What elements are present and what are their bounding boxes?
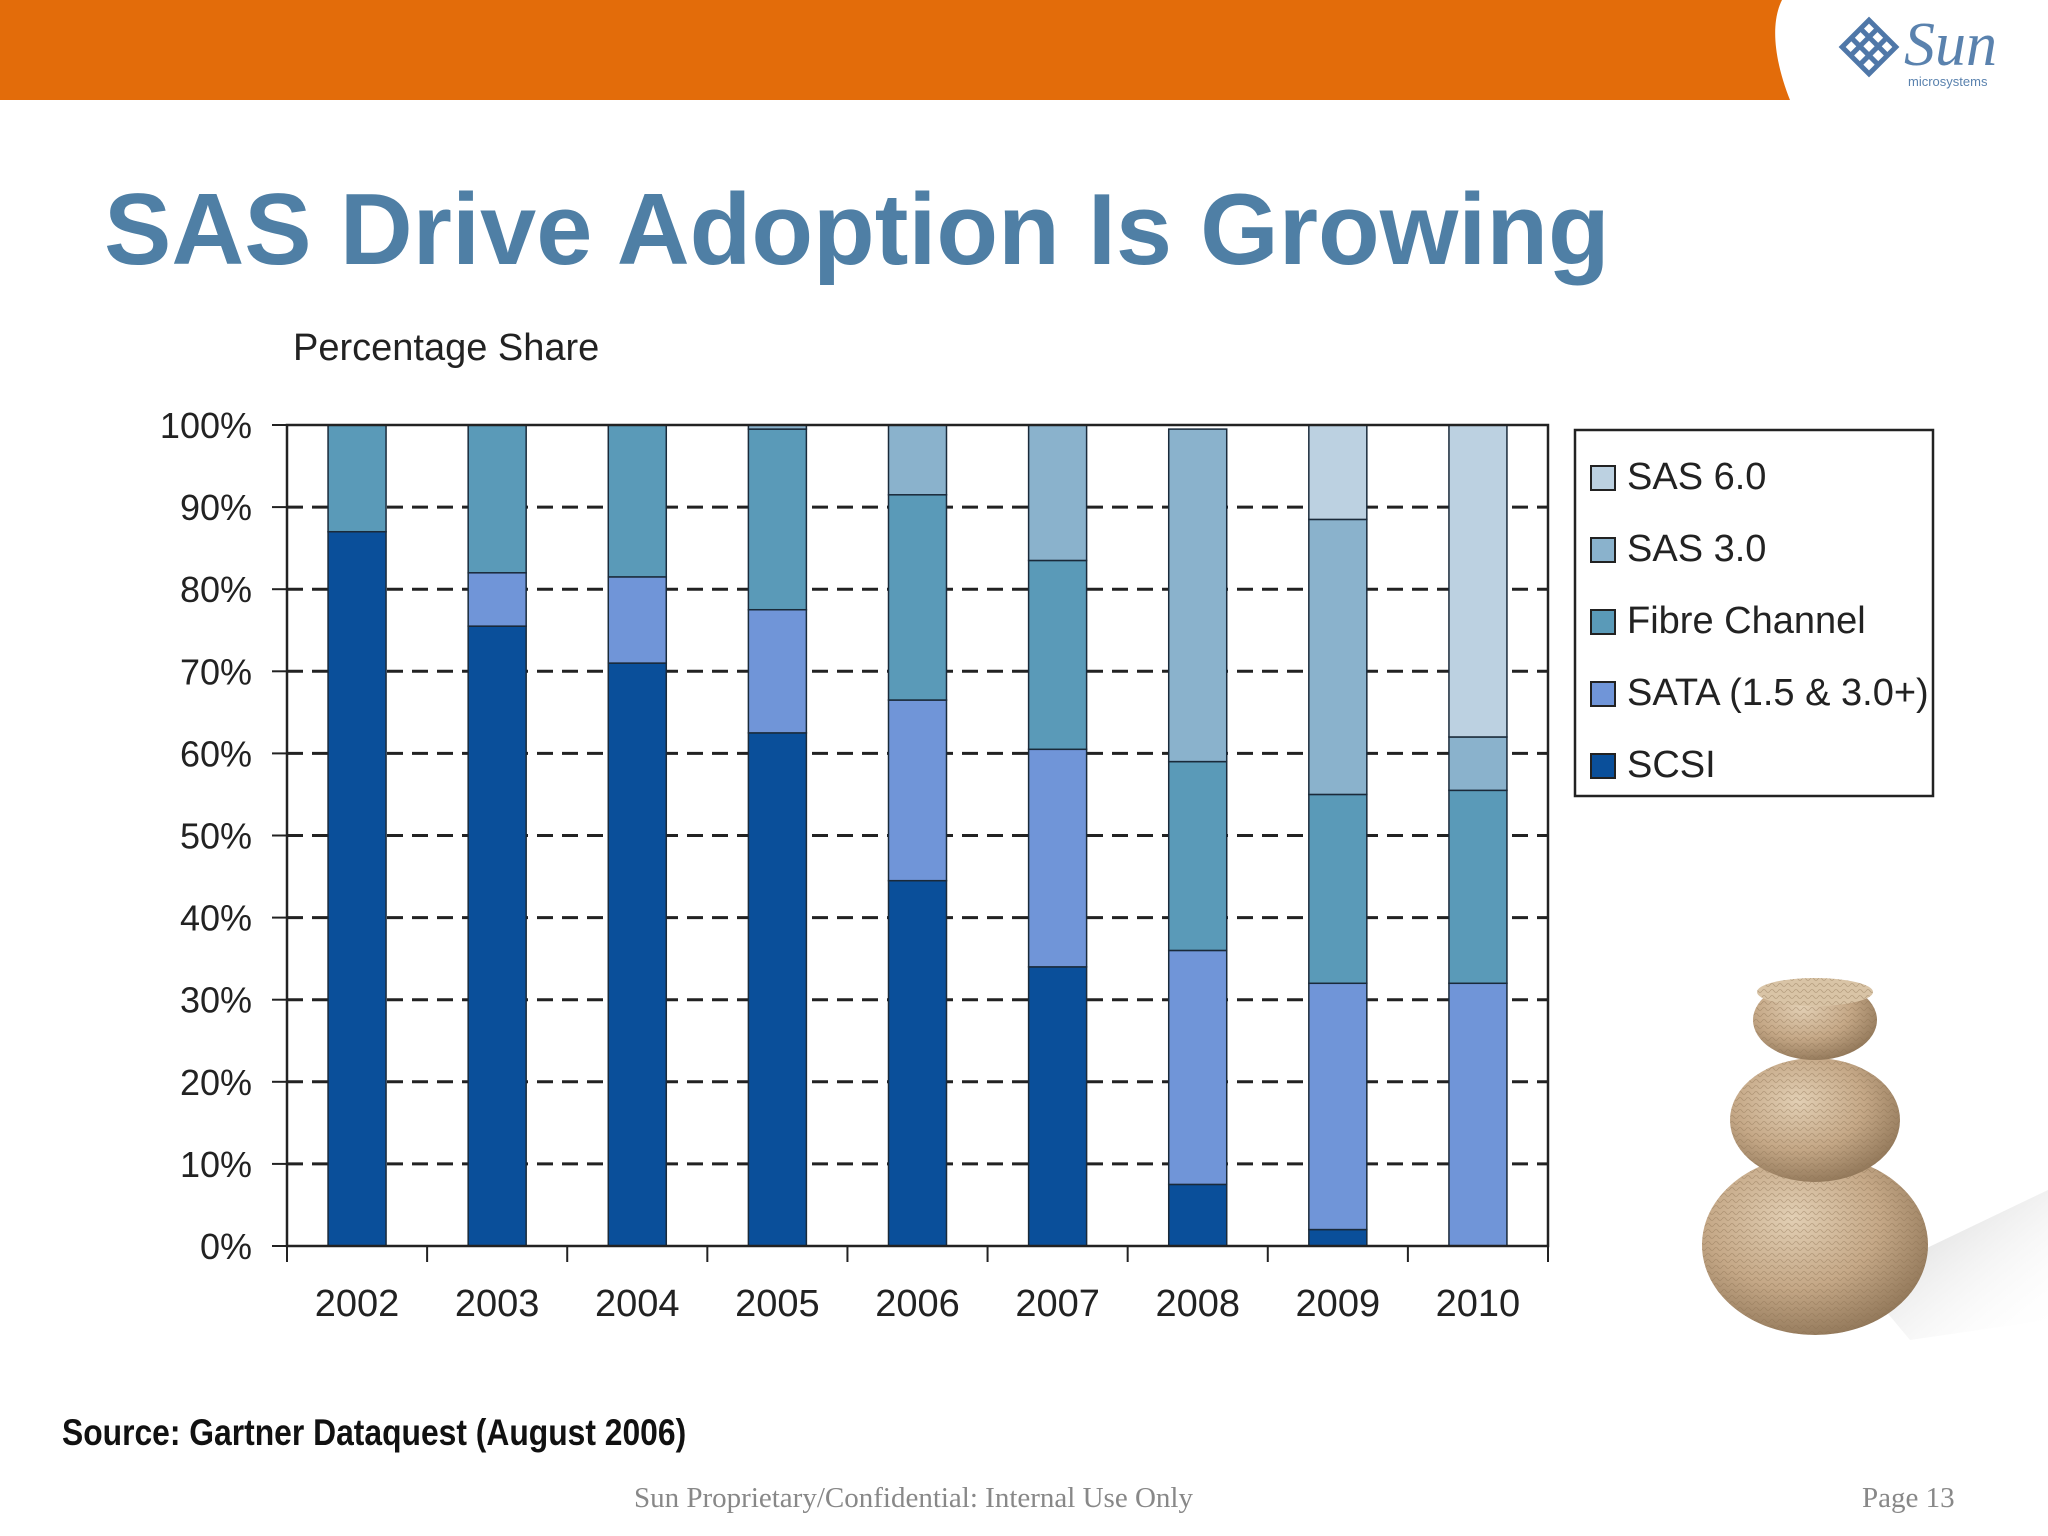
bar-segment xyxy=(467,424,527,574)
x-tick-label: 2002 xyxy=(315,1283,400,1325)
bar-segment xyxy=(327,424,387,533)
bar-segment xyxy=(747,608,808,734)
top-banner xyxy=(0,0,1790,100)
bar-segment xyxy=(1308,793,1368,985)
sun-logo: Sun microsystems xyxy=(1838,14,2008,94)
legend-label: SAS 6.0 xyxy=(1627,456,1766,498)
bar-segment xyxy=(1448,982,1508,1247)
plot-frame xyxy=(285,423,1550,1248)
bar-segment xyxy=(607,576,668,664)
y-tick-label: 10% xyxy=(180,1144,252,1185)
bar-segment xyxy=(887,879,948,1247)
x-tick-label: 2008 xyxy=(1155,1283,1240,1325)
legend-swatch xyxy=(1590,465,1616,491)
source-note: Source: Gartner Dataquest (August 2006) xyxy=(62,1412,687,1453)
legend-swatch xyxy=(1590,537,1616,563)
sun-logo-icon xyxy=(1838,16,1900,78)
bar-segment xyxy=(1027,559,1088,751)
bar-segment xyxy=(1167,760,1228,952)
bar-segment xyxy=(1448,424,1508,738)
y-tick-label: 60% xyxy=(180,733,252,774)
y-tick-label: 30% xyxy=(180,980,252,1021)
sun-logo-wordmark: Sun xyxy=(1904,11,1997,79)
legend-swatch xyxy=(1590,681,1616,707)
slide-title: SAS Drive Adoption Is Growing xyxy=(104,174,1610,286)
x-tick-label: 2004 xyxy=(595,1283,680,1325)
x-tick-label: 2006 xyxy=(875,1283,960,1325)
bar-segment xyxy=(1167,949,1228,1186)
legend-label: Fibre Channel xyxy=(1627,600,1866,642)
footer-confidential: Sun Proprietary/Confidential: Internal U… xyxy=(634,1482,1193,1514)
bar-segment xyxy=(1167,428,1228,763)
bar-segment xyxy=(1308,1228,1368,1247)
bar-segment xyxy=(327,530,387,1247)
y-tick-label: 100% xyxy=(160,405,252,446)
y-tick-label: 80% xyxy=(180,569,252,610)
bar-segment xyxy=(607,662,668,1247)
y-tick-label: 20% xyxy=(180,1062,252,1103)
bar-segment xyxy=(1308,424,1368,521)
legend-label: SCSI xyxy=(1627,744,1716,786)
bar-segment xyxy=(1448,789,1508,985)
bar-segment xyxy=(1167,1183,1228,1247)
orange-banner xyxy=(0,0,1790,100)
y-tick-label: 40% xyxy=(180,898,252,939)
x-tick-label: 2009 xyxy=(1296,1283,1381,1325)
legend-label: SAS 3.0 xyxy=(1627,528,1766,570)
sun-logo-subtitle: microsystems xyxy=(1908,74,1988,89)
bar-segment xyxy=(1027,966,1088,1247)
bar-segment xyxy=(1308,518,1368,796)
x-tick-label: 2003 xyxy=(455,1283,540,1325)
bar-segment xyxy=(1308,982,1368,1231)
legend-box xyxy=(1573,428,1935,798)
page-number: Page 13 xyxy=(1862,1482,1955,1514)
stacked-bar-chart: Percentage Share 0% 10% 20% 30% 40% 50% 60% 70% 8… xyxy=(160,327,1935,1325)
bar-segment xyxy=(1448,736,1508,792)
x-tick-label: 2007 xyxy=(1015,1283,1100,1325)
y-tick-label: 70% xyxy=(180,651,252,692)
legend-swatch xyxy=(1590,753,1616,779)
stacked-baskets-image xyxy=(1702,978,2048,1340)
bar-segment xyxy=(467,625,527,1247)
chart-title: Percentage Share xyxy=(293,327,599,369)
bar-segment xyxy=(747,732,808,1247)
x-tick-label: 2005 xyxy=(735,1283,820,1325)
bar-segment xyxy=(887,424,948,496)
bar-segment xyxy=(887,699,948,882)
legend-swatch xyxy=(1590,609,1616,635)
y-tick-label: 50% xyxy=(180,816,252,857)
bar-segment xyxy=(887,494,948,701)
bar-segment xyxy=(467,572,527,627)
bar-segment xyxy=(747,428,808,611)
bar-segment xyxy=(1027,424,1088,562)
bar-segment xyxy=(607,424,668,578)
y-tick-label: 0% xyxy=(200,1226,252,1267)
bar-segment xyxy=(1027,748,1088,968)
x-tick-label: 2010 xyxy=(1436,1283,1521,1325)
legend-label: SATA (1.5 & 3.0+) xyxy=(1627,672,1929,714)
y-tick-label: 90% xyxy=(180,487,252,528)
